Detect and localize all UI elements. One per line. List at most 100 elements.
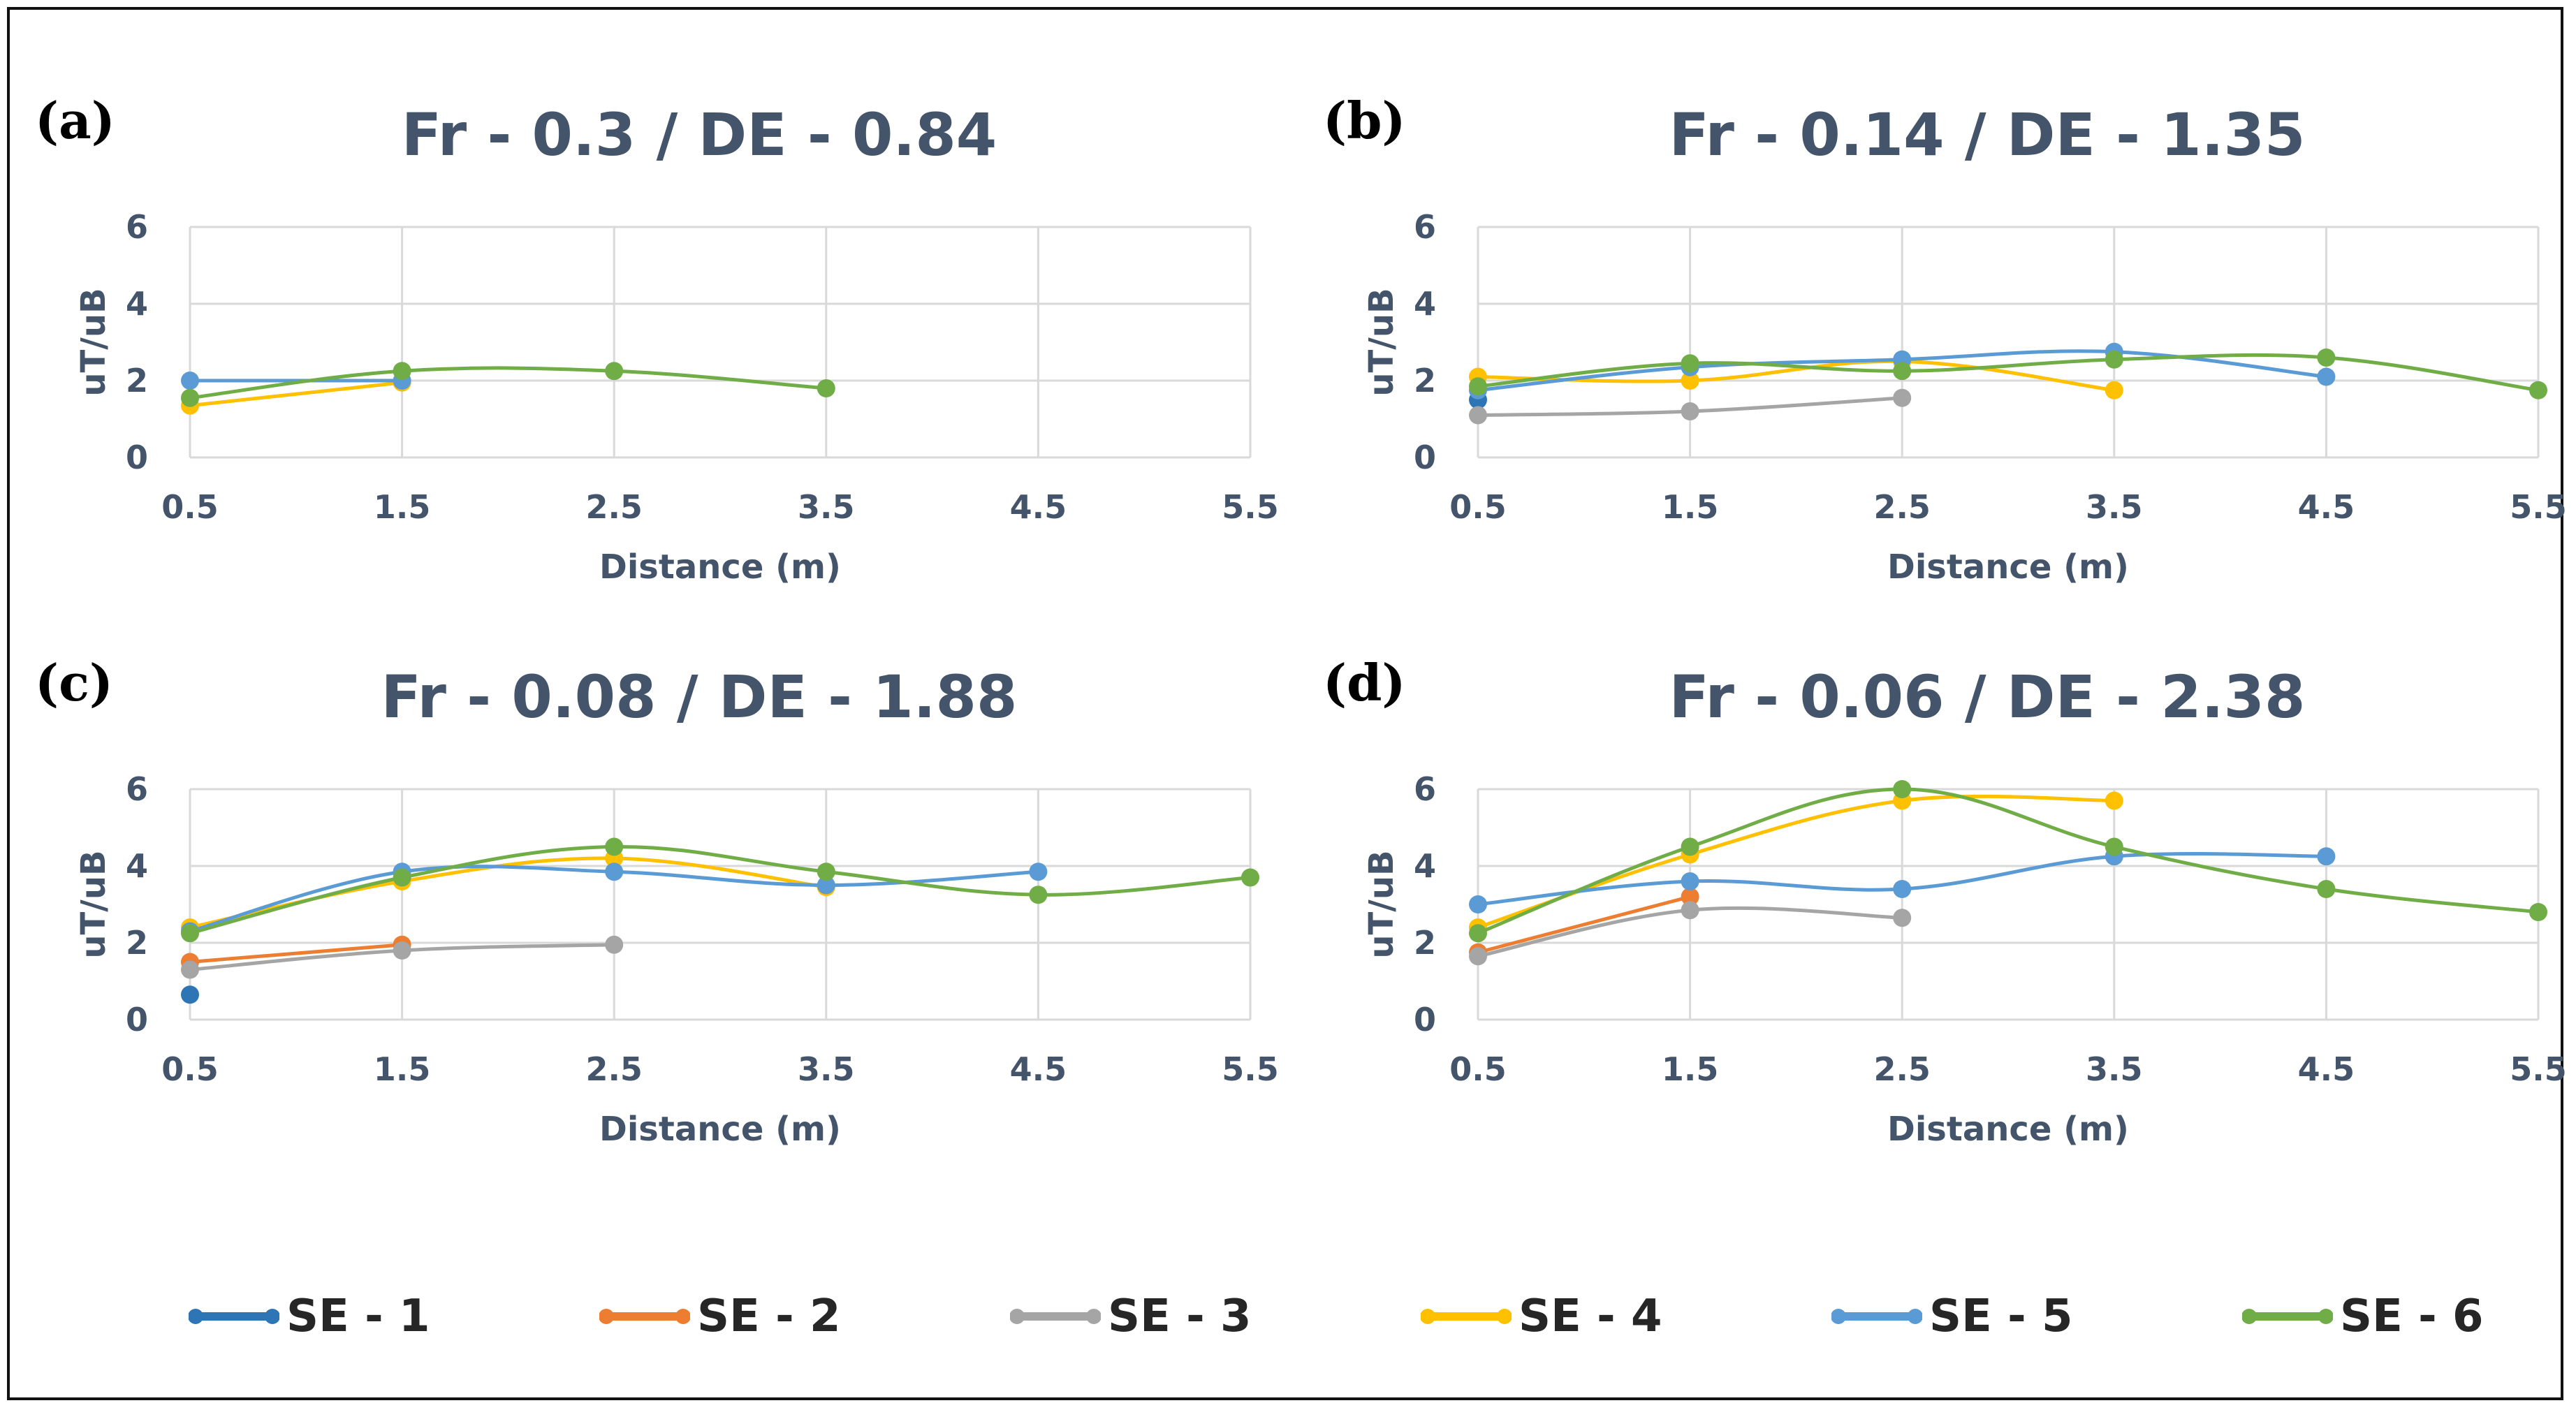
- xtick-b-3: 3.5: [2086, 488, 2143, 526]
- point-b-se-4-1: [1681, 372, 1699, 390]
- xlabel-c: Distance (m): [599, 1110, 841, 1149]
- point-d-se-6-0: [1469, 924, 1487, 943]
- point-d-se-6-1: [1681, 837, 1699, 856]
- chart-panel-a: (a) Fr - 0.3 / DE - 0.84 0 2 4 6 0.5 1.5 2.5 3.5 4…: [35, 91, 1279, 587]
- point-d-se-6-4: [2317, 880, 2336, 898]
- xtick-c-2: 2.5: [585, 1050, 643, 1088]
- ytick-d-3: 6: [1414, 770, 1436, 808]
- point-d-se-4-3: [2105, 791, 2123, 810]
- ytick-a-3: 6: [126, 208, 148, 246]
- ytick-a-2: 4: [126, 285, 148, 323]
- xtick-d-3: 3.5: [2086, 1050, 2143, 1088]
- chart-panel-b: (b) Fr - 0.14 / DE - 1.35 0 2 4 6 0.5 1.5 2.5 3.5…: [1323, 91, 2567, 587]
- xtick-a-1: 1.5: [374, 488, 431, 526]
- chart-panel-d: (d) Fr - 0.06 / DE - 2.38 0 2 4 6 0.5 1.5 2.5 3.5…: [1323, 653, 2567, 1149]
- point-a-se-6-1: [393, 362, 411, 381]
- legend-label-se5: SE - 5: [1929, 1291, 2073, 1342]
- xtick-c-0: 0.5: [161, 1050, 219, 1088]
- point-b-se-6-1: [1681, 354, 1699, 373]
- ytick-c-0: 0: [126, 1001, 148, 1038]
- panel-label-c: (c): [35, 653, 113, 712]
- point-b-se-3-2: [1893, 388, 1912, 407]
- legend-swatch-se6: [2242, 1309, 2333, 1324]
- series-line-c-se-2: [188, 943, 404, 964]
- ylabel-b: uT/uB: [1362, 288, 1401, 396]
- point-a-se-5-0: [181, 372, 199, 390]
- point-c-se-5-2: [605, 862, 624, 881]
- ylabel-a: uT/uB: [74, 288, 113, 396]
- point-b-se-3-1: [1681, 402, 1699, 420]
- ytick-a-1: 2: [126, 362, 148, 399]
- point-b-se-6-3: [2105, 350, 2123, 369]
- point-d-se-6-2: [1893, 780, 1912, 798]
- point-b-se-6-0: [1469, 377, 1487, 396]
- point-d-se-5-2: [1893, 880, 1912, 898]
- point-b-se-3-0: [1469, 406, 1487, 425]
- xtick-c-5: 5.5: [1222, 1050, 1279, 1088]
- legend-swatch-se2: [599, 1309, 690, 1324]
- chart-title-c: Fr - 0.08 / DE - 1.88: [381, 663, 1018, 731]
- ytick-c-3: 6: [126, 770, 148, 808]
- legend-item-se1: SE - 1: [189, 1285, 430, 1348]
- point-d-se-3-2: [1893, 909, 1912, 927]
- point-c-se-6-0: [181, 924, 199, 943]
- xtick-b-2: 2.5: [1873, 488, 1931, 526]
- series-line-d-se-2: [1476, 895, 1692, 955]
- point-c-se-6-1: [393, 868, 411, 887]
- legend-label-se2: SE - 2: [697, 1291, 841, 1342]
- xtick-a-3: 3.5: [798, 488, 855, 526]
- figure-frame: [7, 7, 2563, 1400]
- series-line-b-se-6: [1476, 353, 2540, 392]
- legend-swatch-se4: [1421, 1309, 1512, 1324]
- xtick-b-1: 1.5: [1662, 488, 1719, 526]
- ylabel-d: uT/uB: [1362, 850, 1401, 958]
- point-b-se-6-2: [1893, 362, 1912, 381]
- point-d-se-3-0: [1469, 947, 1487, 966]
- legend-item-se2: SE - 2: [599, 1285, 840, 1348]
- ytick-b-2: 4: [1414, 285, 1436, 323]
- point-d-se-6-5: [2529, 903, 2547, 921]
- legend-item-se5: SE - 5: [1831, 1285, 2072, 1348]
- point-c-se-6-5: [1241, 868, 1259, 887]
- ytick-b-1: 2: [1414, 362, 1436, 399]
- point-b-se-4-3: [2105, 381, 2123, 399]
- legend-item-se3: SE - 3: [1010, 1285, 1251, 1348]
- xtick-a-2: 2.5: [585, 488, 643, 526]
- point-c-se-5-4: [1029, 862, 1048, 881]
- ytick-a-0: 0: [126, 439, 148, 476]
- point-c-se-1-0: [181, 985, 199, 1004]
- xtick-c-3: 3.5: [798, 1050, 855, 1088]
- point-b-se-6-4: [2317, 348, 2336, 367]
- xtick-d-2: 2.5: [1873, 1050, 1931, 1088]
- point-c-se-5-3: [817, 876, 835, 895]
- xtick-b-0: 0.5: [1449, 488, 1507, 526]
- chart-title-b: Fr - 0.14 / DE - 1.35: [1669, 101, 2306, 169]
- legend-swatch-se3: [1010, 1309, 1101, 1324]
- point-c-se-3-0: [181, 960, 199, 979]
- point-d-se-6-3: [2105, 837, 2123, 856]
- point-c-se-6-3: [817, 862, 835, 881]
- ytick-b-0: 0: [1414, 439, 1436, 476]
- series-line-a-se-6: [188, 366, 828, 400]
- ytick-d-0: 0: [1414, 1001, 1436, 1038]
- legend-swatch-se1: [189, 1309, 279, 1324]
- chart-title-a: Fr - 0.3 / DE - 0.84: [402, 101, 997, 169]
- chart-panel-c: (c) Fr - 0.08 / DE - 1.88 0 2 4 6 0.5 1.5 2.5 3.5…: [35, 653, 1279, 1149]
- point-c-se-6-2: [605, 837, 624, 856]
- legend-label-se6: SE - 6: [2340, 1291, 2484, 1342]
- legend-item-se4: SE - 4: [1421, 1285, 1662, 1348]
- ytick-c-2: 4: [126, 847, 148, 885]
- xtick-a-5: 5.5: [1222, 488, 1279, 526]
- point-c-se-6-4: [1029, 886, 1048, 904]
- legend-label-se1: SE - 1: [286, 1291, 430, 1342]
- point-c-se-3-1: [393, 941, 411, 960]
- point-d-se-5-1: [1681, 872, 1699, 890]
- xlabel-a: Distance (m): [599, 548, 841, 587]
- legend-item-se6: SE - 6: [2242, 1285, 2483, 1348]
- point-b-se-6-5: [2529, 381, 2547, 399]
- xlabel-d: Distance (m): [1887, 1110, 2129, 1149]
- point-d-se-5-4: [2317, 847, 2336, 866]
- xtick-d-4: 4.5: [2298, 1050, 2355, 1088]
- legend-label-se3: SE - 3: [1108, 1291, 1252, 1342]
- xtick-d-0: 0.5: [1449, 1050, 1507, 1088]
